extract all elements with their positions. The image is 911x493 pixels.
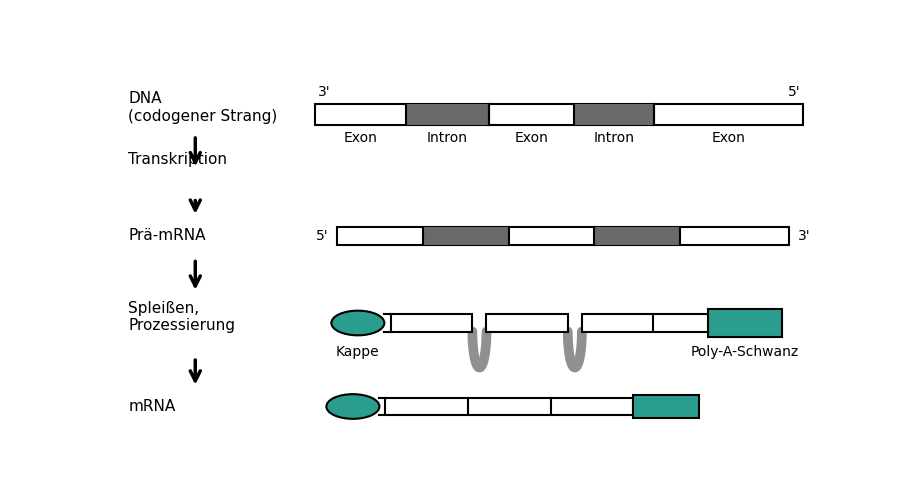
Ellipse shape — [326, 394, 379, 419]
Text: Prä-mRNA: Prä-mRNA — [128, 228, 205, 243]
Text: Intron: Intron — [593, 132, 634, 145]
Text: Kappe: Kappe — [335, 345, 379, 359]
Text: 5': 5' — [315, 229, 328, 243]
Text: Transkription: Transkription — [128, 152, 227, 167]
Bar — [384, 398, 633, 415]
Bar — [633, 395, 698, 418]
Bar — [315, 104, 803, 125]
Bar — [336, 227, 788, 245]
Bar — [594, 227, 680, 245]
Text: Exon: Exon — [514, 132, 548, 145]
Bar — [486, 315, 568, 331]
Bar — [573, 104, 654, 125]
Text: Exon: Exon — [711, 132, 745, 145]
Text: 5': 5' — [787, 85, 800, 99]
Text: DNA
(codogener Strang): DNA (codogener Strang) — [128, 91, 277, 124]
Bar — [707, 309, 781, 337]
Text: Spleißen,
Prozessierung: Spleißen, Prozessierung — [128, 301, 235, 333]
Text: Exon: Exon — [343, 132, 377, 145]
Text: 3': 3' — [317, 85, 330, 99]
Ellipse shape — [331, 311, 384, 335]
Bar — [405, 104, 488, 125]
Bar — [581, 315, 652, 331]
Text: 3': 3' — [796, 229, 809, 243]
Bar — [391, 315, 472, 331]
Text: mRNA: mRNA — [128, 399, 175, 414]
Text: Intron: Intron — [426, 132, 467, 145]
Bar — [422, 227, 508, 245]
Text: Poly-A-Schwanz: Poly-A-Schwanz — [690, 345, 798, 359]
